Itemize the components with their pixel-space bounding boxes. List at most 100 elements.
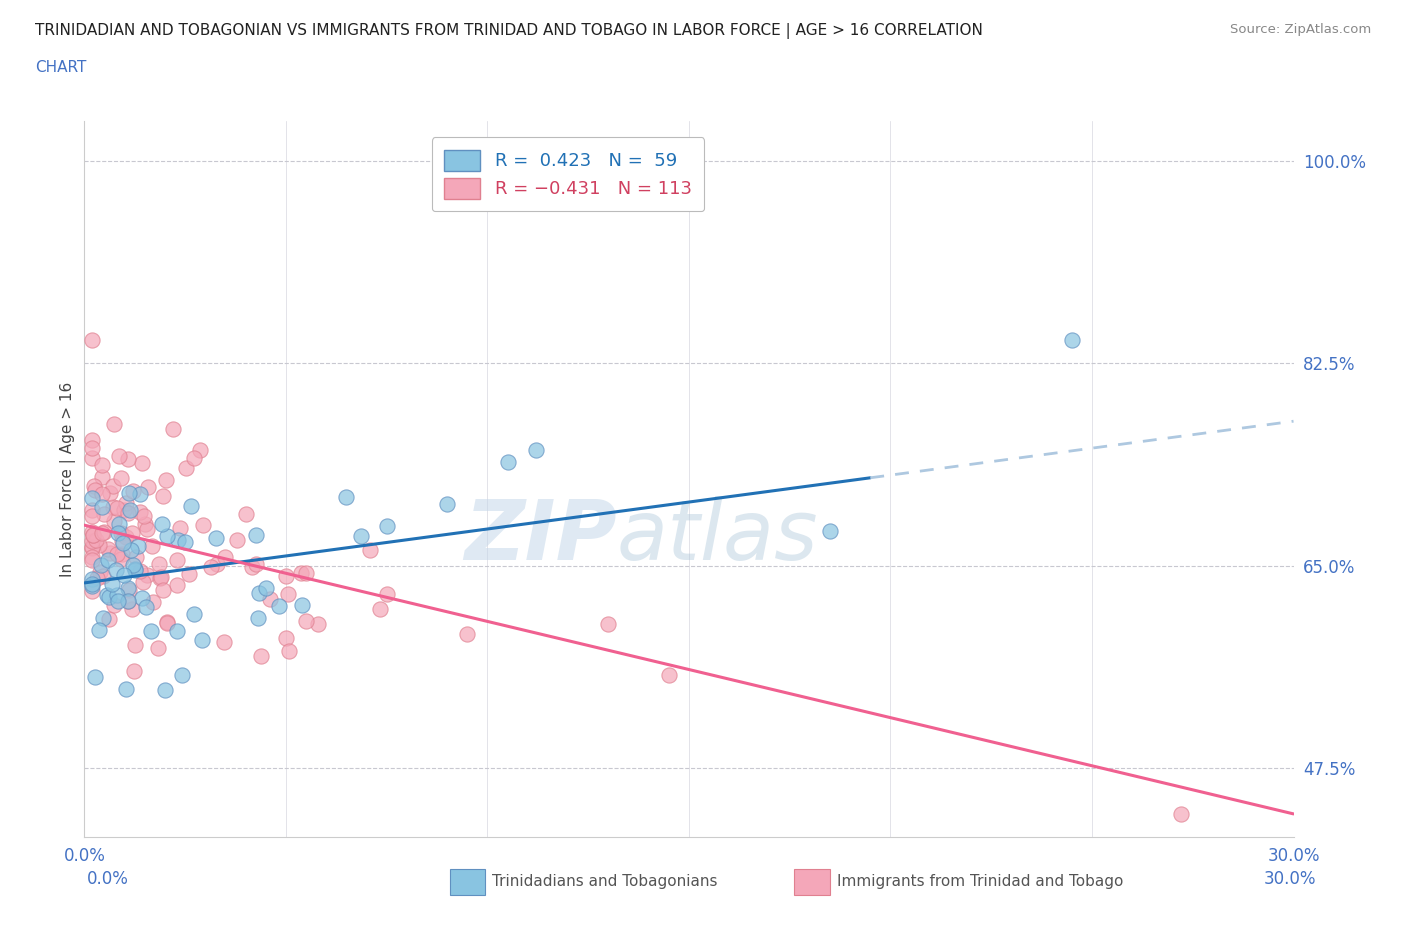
Point	[205, 557, 228, 572]
Point	[82, 491, 104, 506]
Point	[107, 593, 129, 608]
Point	[277, 643, 299, 658]
Point	[132, 509, 155, 524]
Point	[87, 622, 110, 637]
Point	[83, 479, 105, 494]
Point	[82, 432, 104, 447]
Point	[132, 575, 155, 590]
Text: 0.0%: 0.0%	[87, 870, 129, 888]
Point	[245, 527, 267, 542]
Point	[98, 546, 121, 561]
Point	[267, 599, 290, 614]
Point	[127, 538, 149, 553]
Point	[118, 485, 141, 500]
Point	[162, 422, 184, 437]
Point	[82, 527, 104, 542]
Point	[135, 522, 157, 537]
Point	[103, 513, 125, 528]
Point	[658, 668, 681, 683]
Point	[291, 597, 314, 612]
Point	[166, 578, 188, 593]
Point	[180, 498, 202, 513]
Point	[121, 484, 143, 498]
Point	[176, 460, 198, 475]
Point	[172, 668, 194, 683]
Point	[83, 670, 105, 684]
Point	[111, 534, 134, 549]
Point	[1170, 806, 1192, 821]
Point	[146, 641, 169, 656]
Point	[155, 473, 177, 488]
Point	[91, 525, 114, 540]
Point	[290, 565, 312, 580]
Point	[193, 518, 215, 533]
Point	[82, 583, 104, 598]
Point	[152, 489, 174, 504]
Point	[117, 593, 139, 608]
Point	[135, 600, 157, 615]
Point	[235, 507, 257, 522]
Point	[214, 635, 236, 650]
Point	[117, 506, 139, 521]
Point	[359, 542, 381, 557]
Y-axis label: In Labor Force | Age > 16: In Labor Force | Age > 16	[60, 381, 76, 577]
Point	[129, 504, 152, 519]
Point	[135, 568, 157, 583]
Point	[153, 683, 176, 698]
Point	[84, 483, 107, 498]
Point	[136, 480, 159, 495]
Point	[524, 443, 547, 458]
Point	[112, 567, 135, 582]
Point	[82, 541, 104, 556]
Point	[129, 564, 152, 578]
Point	[274, 631, 297, 645]
Text: atlas: atlas	[616, 496, 818, 577]
Point	[150, 516, 173, 531]
Point	[93, 525, 115, 539]
Point	[183, 450, 205, 465]
Point	[82, 550, 104, 565]
Point	[90, 558, 112, 573]
Text: 30.0%: 30.0%	[1264, 870, 1316, 888]
Point	[93, 568, 115, 583]
Point	[254, 580, 277, 595]
Point	[598, 617, 620, 631]
Point	[295, 614, 318, 629]
Point	[134, 516, 156, 531]
Point	[131, 591, 153, 605]
Point	[82, 333, 104, 348]
Point	[166, 624, 188, 639]
Point	[214, 550, 236, 565]
Point	[200, 559, 222, 574]
Point	[82, 553, 104, 568]
Point	[100, 577, 122, 591]
Point	[245, 557, 267, 572]
Point	[277, 587, 299, 602]
Text: Immigrants from Trinidad and Tobago: Immigrants from Trinidad and Tobago	[837, 874, 1123, 889]
Point	[112, 502, 135, 517]
Point	[111, 536, 134, 551]
Point	[259, 591, 281, 606]
Point	[370, 602, 392, 617]
Point	[335, 490, 357, 505]
Point	[115, 496, 138, 511]
Point	[89, 565, 111, 579]
Point	[141, 538, 163, 553]
Point	[124, 638, 146, 653]
Point	[93, 507, 115, 522]
Point	[166, 533, 188, 548]
Point	[108, 448, 131, 463]
Point	[274, 568, 297, 583]
Point	[82, 571, 104, 586]
Point	[1060, 333, 1083, 348]
Point	[118, 583, 141, 598]
Point	[96, 542, 118, 557]
Point	[156, 529, 179, 544]
Point	[129, 487, 152, 502]
Point	[110, 551, 132, 566]
Point	[183, 606, 205, 621]
Legend: R =  0.423   N =  59, R = −0.431   N = 113: R = 0.423 N = 59, R = −0.431 N = 113	[432, 137, 704, 211]
Text: Source: ZipAtlas.com: Source: ZipAtlas.com	[1230, 23, 1371, 36]
Point	[818, 524, 841, 538]
Point	[110, 471, 132, 485]
